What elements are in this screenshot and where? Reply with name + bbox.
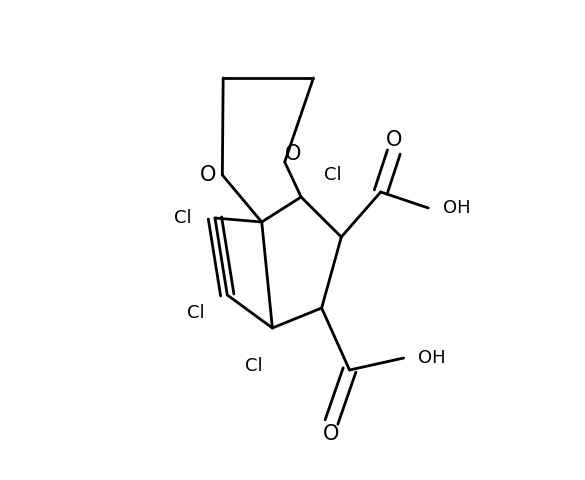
Text: Cl: Cl [187,304,204,322]
Text: O: O [199,165,216,185]
Text: OH: OH [443,199,471,217]
Text: O: O [324,424,340,444]
Text: O: O [386,130,402,150]
Text: Cl: Cl [324,166,342,184]
Text: Cl: Cl [245,357,263,375]
Text: O: O [285,144,301,164]
Text: OH: OH [418,349,446,367]
Text: Cl: Cl [174,209,192,227]
